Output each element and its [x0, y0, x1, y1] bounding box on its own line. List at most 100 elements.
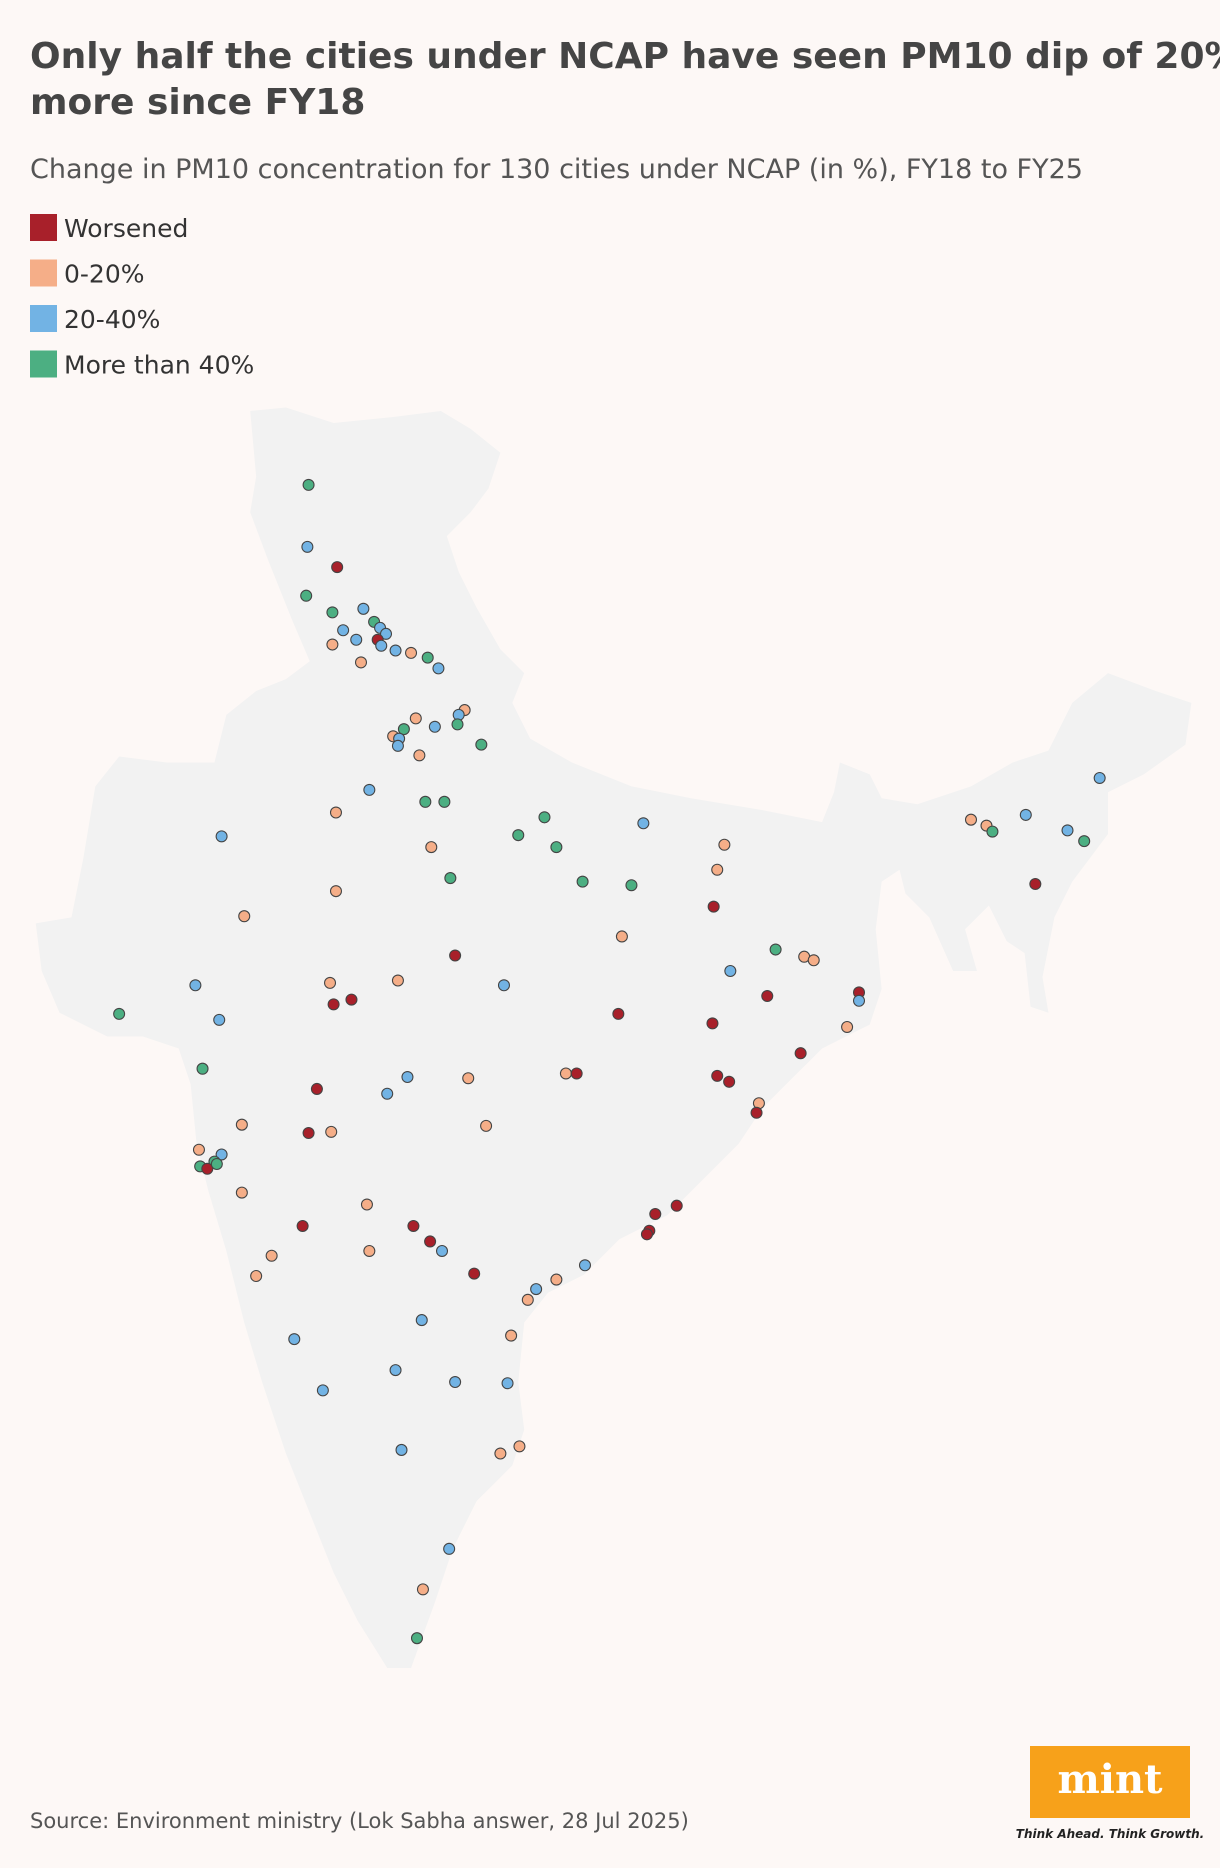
city-dot — [428, 720, 441, 733]
city-dot — [521, 1293, 534, 1306]
legend-label: Worsened — [64, 214, 188, 243]
city-dot — [576, 875, 589, 888]
city-dot — [379, 627, 393, 640]
legend-label: 20-40% — [64, 305, 160, 334]
city-dot — [316, 1384, 329, 1397]
city-dot — [513, 1440, 526, 1453]
city-dot — [416, 1583, 429, 1596]
city-dot — [761, 989, 774, 1003]
city-dot — [424, 1235, 437, 1248]
legend-label: 0-20% — [64, 260, 145, 289]
city-dot — [360, 1198, 373, 1211]
city-dot — [354, 656, 368, 669]
city-dot — [196, 1062, 209, 1075]
city-dot — [769, 943, 782, 956]
city-dot — [215, 830, 228, 843]
city-dot — [475, 738, 488, 751]
city-dot — [468, 1267, 481, 1280]
city-dot — [615, 930, 628, 943]
city-dot — [1019, 808, 1032, 821]
city-dot — [750, 1106, 763, 1119]
city-dot — [501, 1377, 514, 1390]
city-dot — [649, 1208, 662, 1221]
city-dot — [300, 589, 313, 602]
city-dot — [807, 954, 820, 967]
city-dot — [410, 1632, 424, 1645]
city-dot — [213, 1013, 226, 1026]
city-dot — [435, 1244, 449, 1257]
legend-swatch — [30, 305, 57, 332]
city-dot — [389, 1364, 402, 1377]
city-dot — [405, 646, 418, 659]
city-dot — [215, 1148, 228, 1161]
city-dot — [296, 1219, 309, 1232]
city-dot — [113, 1007, 126, 1020]
city-dot — [357, 602, 370, 615]
city-dot — [238, 910, 251, 923]
city-dot — [210, 1157, 223, 1171]
city-dot — [421, 651, 434, 664]
city-dot — [852, 994, 866, 1007]
city-dot — [724, 964, 737, 978]
city-dot — [192, 1143, 205, 1156]
city-dot — [711, 863, 724, 876]
city-dot — [409, 712, 422, 725]
city-dot — [1029, 878, 1042, 891]
india-outline — [35, 407, 1192, 1668]
city-dot — [331, 561, 344, 574]
legend-swatch — [30, 259, 57, 287]
city-dot — [494, 1447, 507, 1460]
tagline: Think Ahead. Think Growth. — [1016, 1827, 1204, 1841]
city-dots — [113, 478, 1106, 1645]
city-dot — [401, 1071, 414, 1084]
city-dot — [723, 1075, 736, 1088]
subtitle: Change in PM10 concentration for 130 cit… — [30, 154, 1083, 185]
city-dot — [425, 841, 438, 854]
city-dot — [391, 739, 404, 752]
city-dot — [250, 1269, 263, 1283]
city-dot — [612, 1007, 625, 1020]
city-dot — [265, 1249, 278, 1262]
city-dot — [670, 1199, 683, 1212]
city-dot — [706, 1017, 719, 1030]
map — [35, 407, 1192, 1668]
city-dot — [640, 1228, 653, 1241]
city-dot — [337, 624, 350, 637]
city-dot — [288, 1333, 301, 1346]
city-dot — [329, 806, 342, 819]
city-dot — [325, 1125, 338, 1138]
city-dot — [841, 1020, 854, 1034]
city-dot — [363, 1244, 376, 1257]
city-dot — [637, 817, 650, 830]
city-dot — [324, 976, 337, 989]
city-dot — [345, 993, 358, 1006]
city-dot — [327, 998, 340, 1011]
city-dot — [625, 879, 638, 892]
city-dot — [391, 974, 404, 987]
city-dot — [570, 1067, 583, 1080]
city-dot — [497, 979, 510, 992]
city-dot — [538, 811, 551, 824]
city-dot — [438, 795, 451, 808]
legend-swatch — [30, 214, 57, 241]
city-dot — [413, 749, 426, 762]
city-dot — [302, 1127, 315, 1140]
city-dot — [326, 606, 339, 619]
city-dot — [419, 795, 432, 808]
legend-label: More than 40% — [64, 351, 254, 380]
legend: Worsened 0-20% 20-40% More than 40% — [30, 214, 254, 380]
legend-swatch — [30, 350, 57, 378]
city-dot — [964, 813, 978, 826]
city-dot — [444, 872, 457, 885]
city-dot — [189, 979, 202, 992]
city-dot — [1061, 824, 1074, 837]
logo: mint — [1057, 1756, 1163, 1803]
city-dot — [201, 1162, 214, 1175]
city-dot — [235, 1186, 248, 1199]
city-dot — [350, 633, 363, 646]
city-dot — [363, 783, 376, 796]
city-dot — [512, 829, 525, 842]
city-dot — [449, 949, 462, 962]
city-dot — [480, 1119, 493, 1132]
city-dot — [432, 662, 445, 675]
